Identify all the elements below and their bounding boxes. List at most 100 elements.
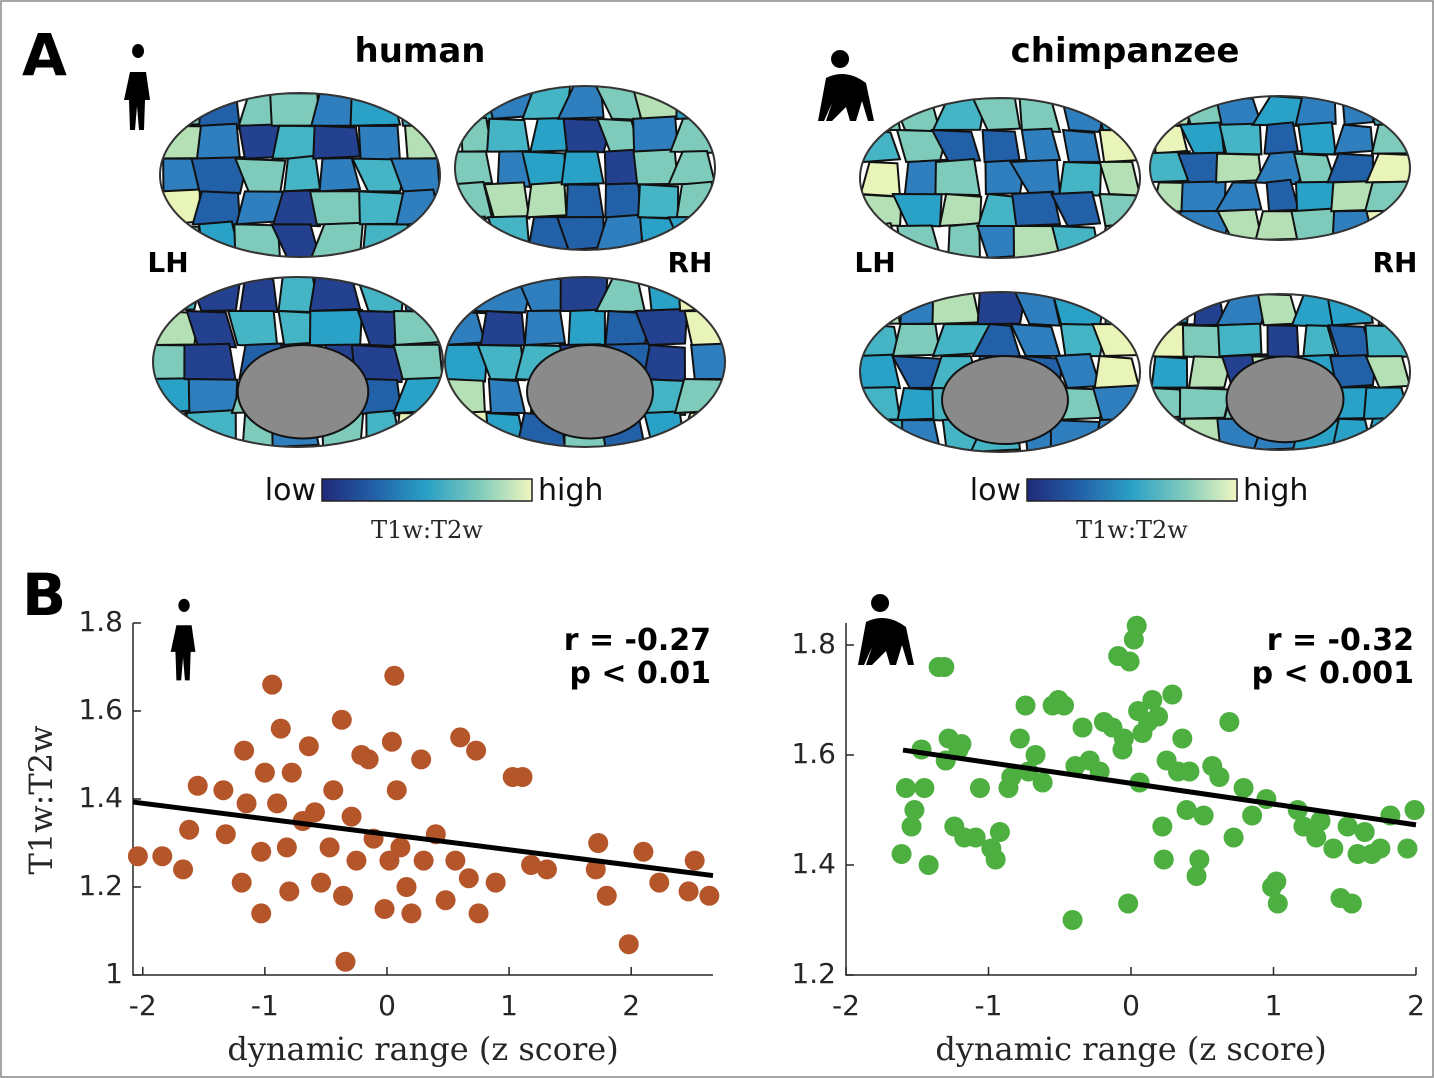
point xyxy=(1306,827,1327,848)
colorbar-high: high xyxy=(1243,473,1308,508)
point xyxy=(1148,706,1169,727)
chimp-silhouette xyxy=(818,50,874,122)
y-tick-label: 1.2 xyxy=(791,957,836,990)
point xyxy=(445,850,466,871)
point xyxy=(1223,827,1244,848)
point xyxy=(1025,745,1046,765)
parcel xyxy=(934,157,982,197)
parcel xyxy=(1365,152,1410,184)
point xyxy=(521,855,542,875)
parcel xyxy=(283,154,322,193)
point xyxy=(1001,767,1022,787)
parcel xyxy=(1020,127,1062,164)
point xyxy=(396,877,417,897)
parcel xyxy=(1218,122,1263,156)
annotation: r = -0.32 xyxy=(1267,623,1414,658)
point xyxy=(411,749,432,770)
parcel xyxy=(1049,191,1102,228)
point xyxy=(1119,651,1140,672)
y-tick-label: 1.8 xyxy=(78,605,123,638)
point xyxy=(379,850,400,871)
point xyxy=(251,841,272,862)
point xyxy=(1113,728,1134,749)
x-tick-label: 1 xyxy=(500,989,518,1022)
colorbar-label: T1w:T2w xyxy=(371,516,483,544)
point xyxy=(390,837,411,858)
point xyxy=(914,778,935,798)
point xyxy=(179,819,200,840)
x-tick-label: -2 xyxy=(129,989,157,1022)
point xyxy=(965,827,986,848)
point xyxy=(401,903,422,924)
parcel xyxy=(191,190,242,227)
point xyxy=(1337,816,1358,837)
parcel xyxy=(632,115,679,153)
parcel xyxy=(445,343,489,383)
parcel xyxy=(981,128,1022,164)
x-tick-label: -1 xyxy=(251,989,279,1022)
point xyxy=(904,800,925,820)
x-tick-label: -1 xyxy=(975,989,1003,1022)
colorbar-label: T1w:T2w xyxy=(1076,516,1188,544)
hemisphere-label: RH xyxy=(1373,246,1418,279)
colorbar xyxy=(1026,478,1238,502)
point xyxy=(536,859,557,880)
human-silhouette xyxy=(124,44,150,131)
parcel xyxy=(1214,181,1263,213)
brain-outline xyxy=(454,85,716,251)
parcel xyxy=(634,307,689,347)
y-axis-label: T1w:T2w xyxy=(22,726,60,875)
point xyxy=(1189,849,1210,870)
point xyxy=(588,833,609,853)
parcel xyxy=(357,124,402,163)
point xyxy=(381,731,402,752)
point xyxy=(1062,910,1083,930)
parcel xyxy=(389,157,440,196)
parcel xyxy=(318,157,362,193)
y-tick-label: 1.6 xyxy=(791,737,836,770)
parcel xyxy=(226,309,279,348)
brain-surface xyxy=(153,277,443,447)
point xyxy=(951,734,972,754)
fit-line xyxy=(132,799,714,879)
point xyxy=(358,749,379,770)
point xyxy=(684,850,705,871)
brain-outline xyxy=(152,276,444,448)
parcel xyxy=(1150,150,1191,184)
x-tick-label: 0 xyxy=(378,989,396,1022)
colorbar-low: low xyxy=(265,473,316,508)
point xyxy=(335,951,356,972)
point xyxy=(323,780,344,801)
point xyxy=(1032,772,1053,793)
point xyxy=(901,816,922,837)
brain-outline xyxy=(859,97,1141,259)
point xyxy=(236,793,257,814)
x-tick-label: 0 xyxy=(1122,989,1140,1022)
point xyxy=(989,822,1010,842)
point xyxy=(374,899,395,919)
parcel xyxy=(312,124,362,160)
parcel xyxy=(521,150,568,187)
point xyxy=(1152,816,1173,837)
point xyxy=(450,727,471,748)
point xyxy=(512,767,533,787)
parcel xyxy=(190,155,250,195)
point xyxy=(1126,615,1147,636)
point xyxy=(435,890,456,911)
annotation: r = -0.27 xyxy=(564,623,711,658)
parcel xyxy=(947,222,982,258)
y-tick-label: 1 xyxy=(105,957,123,990)
point xyxy=(267,793,288,814)
parcel xyxy=(308,308,364,347)
parcel xyxy=(195,122,242,162)
point xyxy=(152,846,173,867)
point xyxy=(895,778,916,798)
point xyxy=(341,806,362,827)
panel-label: A xyxy=(22,21,67,89)
parcel xyxy=(1266,324,1300,359)
point xyxy=(1404,800,1425,820)
parcel xyxy=(938,192,983,228)
point xyxy=(262,674,283,695)
point xyxy=(1209,767,1230,787)
